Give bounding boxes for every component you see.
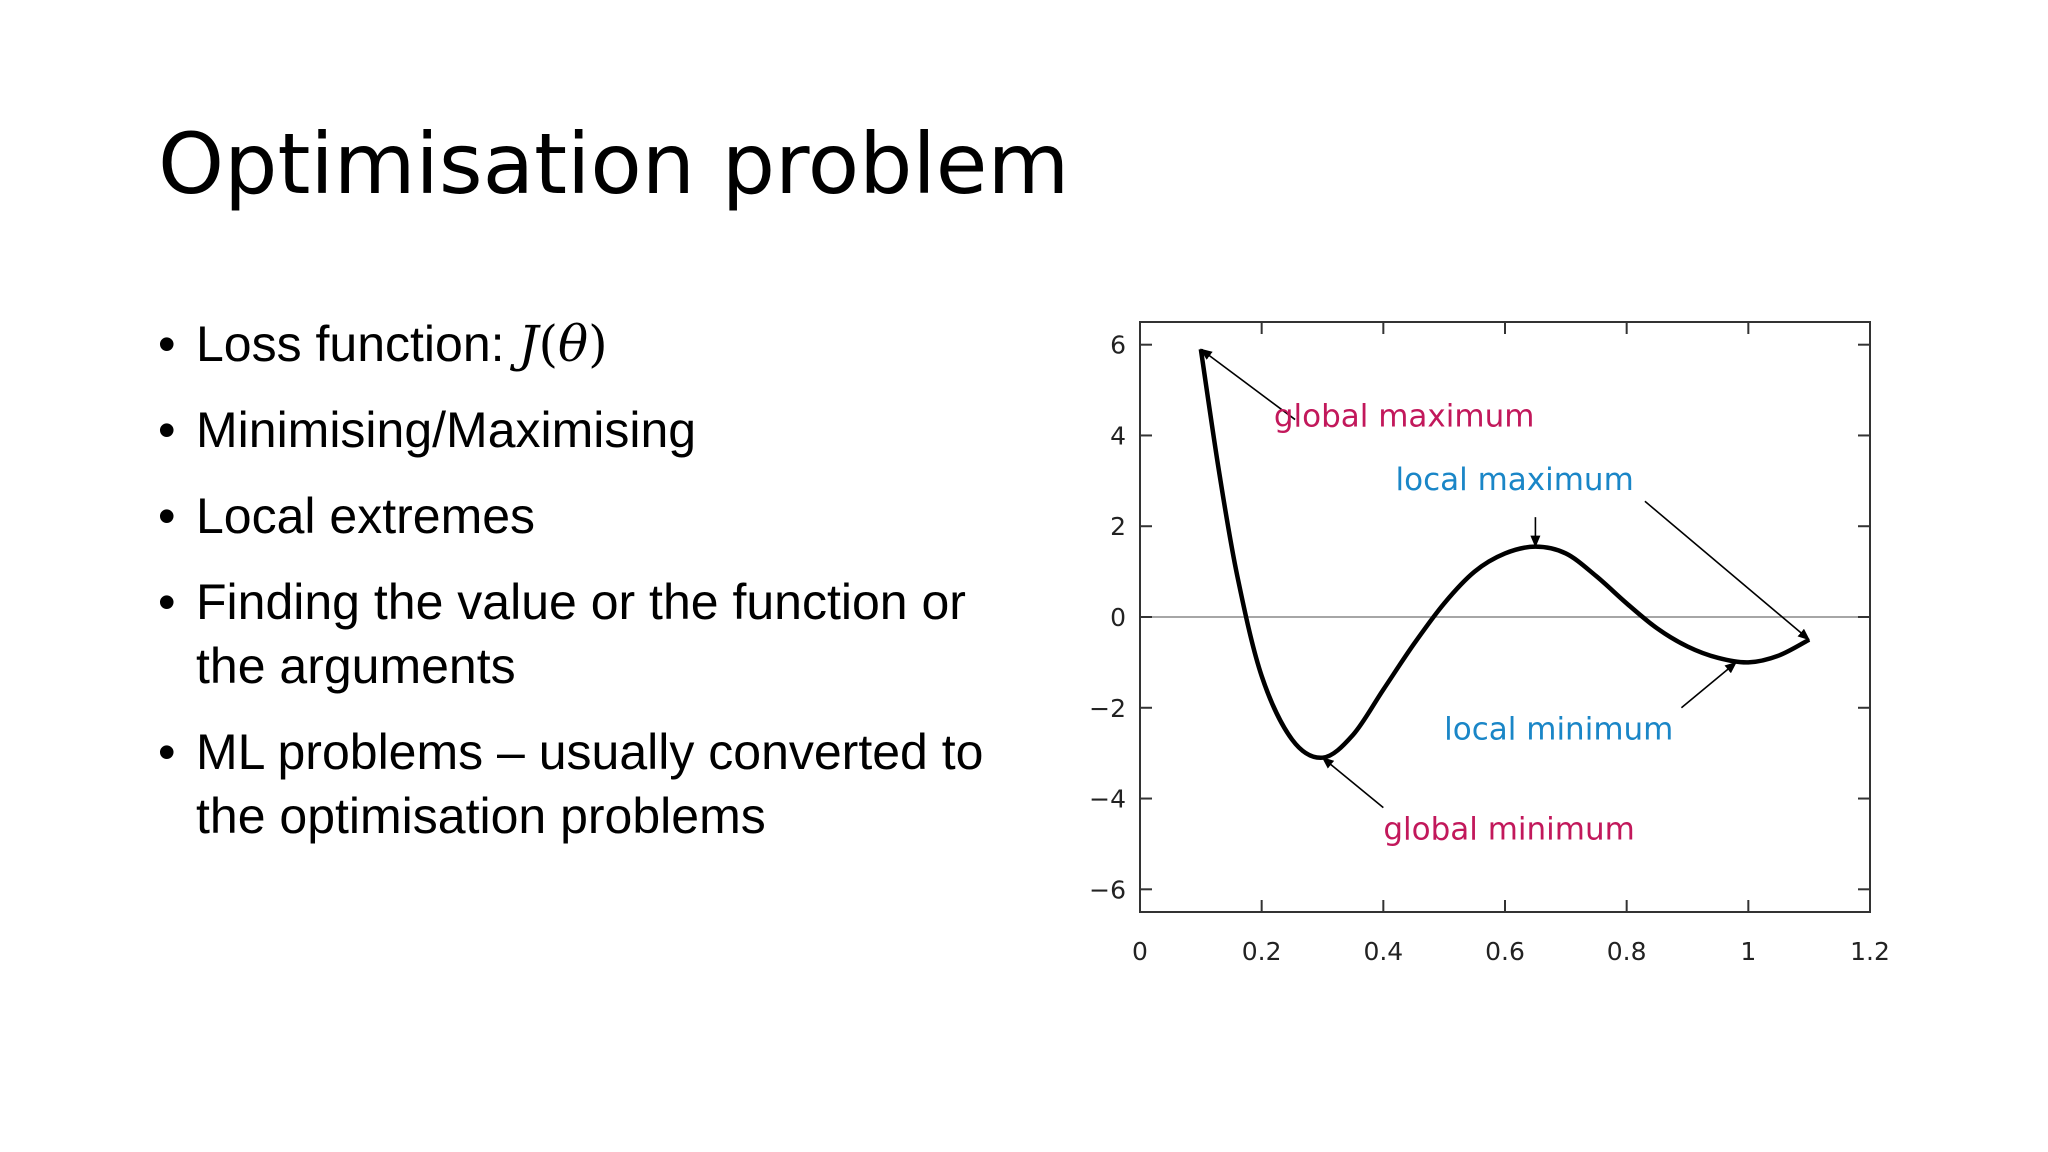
y-tick-label: 6 — [1110, 331, 1126, 360]
bullet-minimising: • Minimising/Maximising — [158, 398, 1028, 462]
bullet-text: Local extremes — [196, 488, 536, 544]
y-tick-label: −4 — [1089, 785, 1126, 814]
bullet-finding-value: • Finding the value or the function or t… — [158, 570, 1028, 698]
y-tick-label: 4 — [1110, 421, 1126, 450]
annotation-arrow — [1680, 661, 1737, 709]
annotation-label: local maximum — [1396, 462, 1634, 498]
bullet-ml-problems: • ML problems – usually converted to the… — [158, 720, 1028, 848]
loss-argument: θ — [557, 315, 589, 373]
bullet-dot: • — [158, 316, 176, 372]
loss-formula: J(θ) — [518, 315, 608, 373]
annotation-arrow — [1200, 348, 1296, 421]
loss-symbol: J — [518, 315, 539, 373]
y-tick-label: 0 — [1110, 603, 1126, 632]
y-tick-label: −2 — [1089, 694, 1126, 723]
x-tick-label: 0.6 — [1485, 937, 1525, 966]
bullet-text: Loss function: — [196, 316, 519, 372]
loss-function-chart: 0 0.2 0.4 0.6 0.8 1 1.2 6 4 2 0 −2 −4 −6 global maxim… — [1089, 321, 1890, 966]
slide-title: Optimisation problem — [158, 115, 1070, 213]
x-tick-label: 0.8 — [1607, 937, 1647, 966]
bullet-local-extremes: • Local extremes — [158, 484, 1028, 548]
x-tick-label: 1.2 — [1850, 937, 1890, 966]
y-tick-label: −6 — [1089, 875, 1126, 904]
x-tick-label: 0.2 — [1242, 937, 1282, 966]
bullet-loss-function: • Loss function: J(θ) — [158, 312, 1028, 376]
bullet-text: Minimising/Maximising — [196, 402, 697, 458]
loss-curve — [1198, 348, 1811, 760]
annotation-arrow — [1644, 500, 1810, 641]
bullet-dot: • — [158, 488, 176, 544]
annotation-arrow — [1321, 757, 1384, 809]
annotation-label: global maximum — [1274, 398, 1535, 434]
bullet-dot: • — [158, 402, 176, 458]
bullet-dot: • — [158, 724, 176, 780]
bullet-text: Finding the value or the function or the… — [196, 574, 966, 694]
x-tick-label: 0.4 — [1363, 937, 1403, 966]
x-tick-label: 0 — [1132, 937, 1148, 966]
y-tick-label: 2 — [1110, 512, 1126, 541]
bullet-text: ML problems – usually converted to the o… — [196, 724, 984, 844]
annotation-label: global minimum — [1383, 811, 1635, 847]
bullet-list: • Loss function: J(θ) • Minimising/Maxim… — [158, 312, 1028, 870]
bullet-dot: • — [158, 574, 176, 630]
x-tick-label: 1 — [1740, 937, 1756, 966]
annotation-label: local minimum — [1444, 712, 1673, 748]
